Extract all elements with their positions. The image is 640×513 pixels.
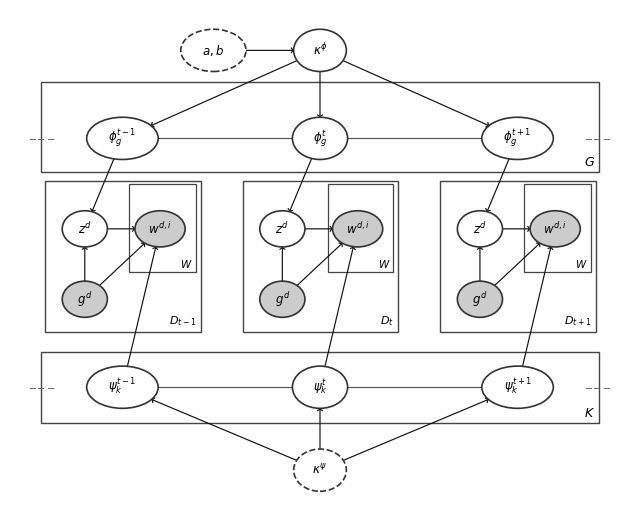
- Text: $z^d$: $z^d$: [78, 221, 92, 237]
- Text: $\phi_g^{t}$: $\phi_g^{t}$: [313, 128, 327, 149]
- Ellipse shape: [62, 211, 108, 247]
- Bar: [45, 181, 201, 332]
- Text: $D_{t+1}$: $D_{t+1}$: [564, 314, 591, 328]
- Bar: [41, 352, 599, 423]
- Text: $a, b$: $a, b$: [202, 43, 225, 58]
- Bar: [129, 184, 196, 271]
- Ellipse shape: [62, 281, 108, 318]
- Text: $\psi_k^{t+1}$: $\psi_k^{t+1}$: [504, 377, 532, 397]
- Text: $\kappa^{\phi}$: $\kappa^{\phi}$: [313, 42, 327, 58]
- Ellipse shape: [260, 281, 305, 318]
- Ellipse shape: [458, 281, 502, 318]
- Bar: [328, 184, 394, 271]
- Text: $\psi_k^{t-1}$: $\psi_k^{t-1}$: [108, 377, 136, 397]
- Text: $\phi_g^{t-1}$: $\phi_g^{t-1}$: [108, 127, 136, 149]
- Ellipse shape: [86, 366, 158, 408]
- Ellipse shape: [135, 211, 185, 247]
- Text: $g^d$: $g^d$: [472, 290, 488, 309]
- Text: $- \!-\!-$: $- \!-\!-$: [28, 133, 56, 143]
- Text: $z^d$: $z^d$: [473, 221, 487, 237]
- Text: $\psi_k^{t}$: $\psi_k^{t}$: [312, 378, 328, 397]
- Ellipse shape: [530, 211, 580, 247]
- Text: $D_t$: $D_t$: [380, 314, 394, 328]
- Text: $- \!-\!-$: $- \!-\!-$: [584, 133, 612, 143]
- Ellipse shape: [482, 366, 554, 408]
- Text: $- \!-\!-$: $- \!-\!-$: [584, 382, 612, 392]
- Ellipse shape: [333, 211, 383, 247]
- Text: $W$: $W$: [378, 258, 390, 269]
- Text: $w^{d,i}$: $w^{d,i}$: [543, 221, 567, 237]
- Text: $z^d$: $z^d$: [275, 221, 289, 237]
- Ellipse shape: [458, 211, 502, 247]
- Ellipse shape: [260, 211, 305, 247]
- Text: $g^d$: $g^d$: [275, 290, 290, 309]
- Text: $K$: $K$: [584, 407, 595, 420]
- Bar: [440, 181, 596, 332]
- Bar: [243, 181, 398, 332]
- Ellipse shape: [294, 449, 346, 491]
- Ellipse shape: [180, 29, 246, 71]
- Text: $D_{t-1}$: $D_{t-1}$: [169, 314, 196, 328]
- Text: $\phi_g^{t+1}$: $\phi_g^{t+1}$: [504, 127, 532, 149]
- Ellipse shape: [86, 117, 158, 160]
- Bar: [41, 82, 599, 172]
- Ellipse shape: [294, 29, 346, 71]
- Text: $g^d$: $g^d$: [77, 290, 92, 309]
- Ellipse shape: [482, 117, 554, 160]
- Ellipse shape: [292, 366, 348, 408]
- Text: $w^{d,i}$: $w^{d,i}$: [148, 221, 172, 237]
- Text: $W$: $W$: [575, 258, 588, 269]
- Text: $w^{d,i}$: $w^{d,i}$: [346, 221, 369, 237]
- Text: $G$: $G$: [584, 155, 595, 168]
- Text: $\kappa^{\psi}$: $\kappa^{\psi}$: [312, 463, 328, 477]
- Text: $W$: $W$: [180, 258, 193, 269]
- Bar: [524, 184, 591, 271]
- Text: $- \!-\!-$: $- \!-\!-$: [28, 382, 56, 392]
- Ellipse shape: [292, 117, 348, 160]
